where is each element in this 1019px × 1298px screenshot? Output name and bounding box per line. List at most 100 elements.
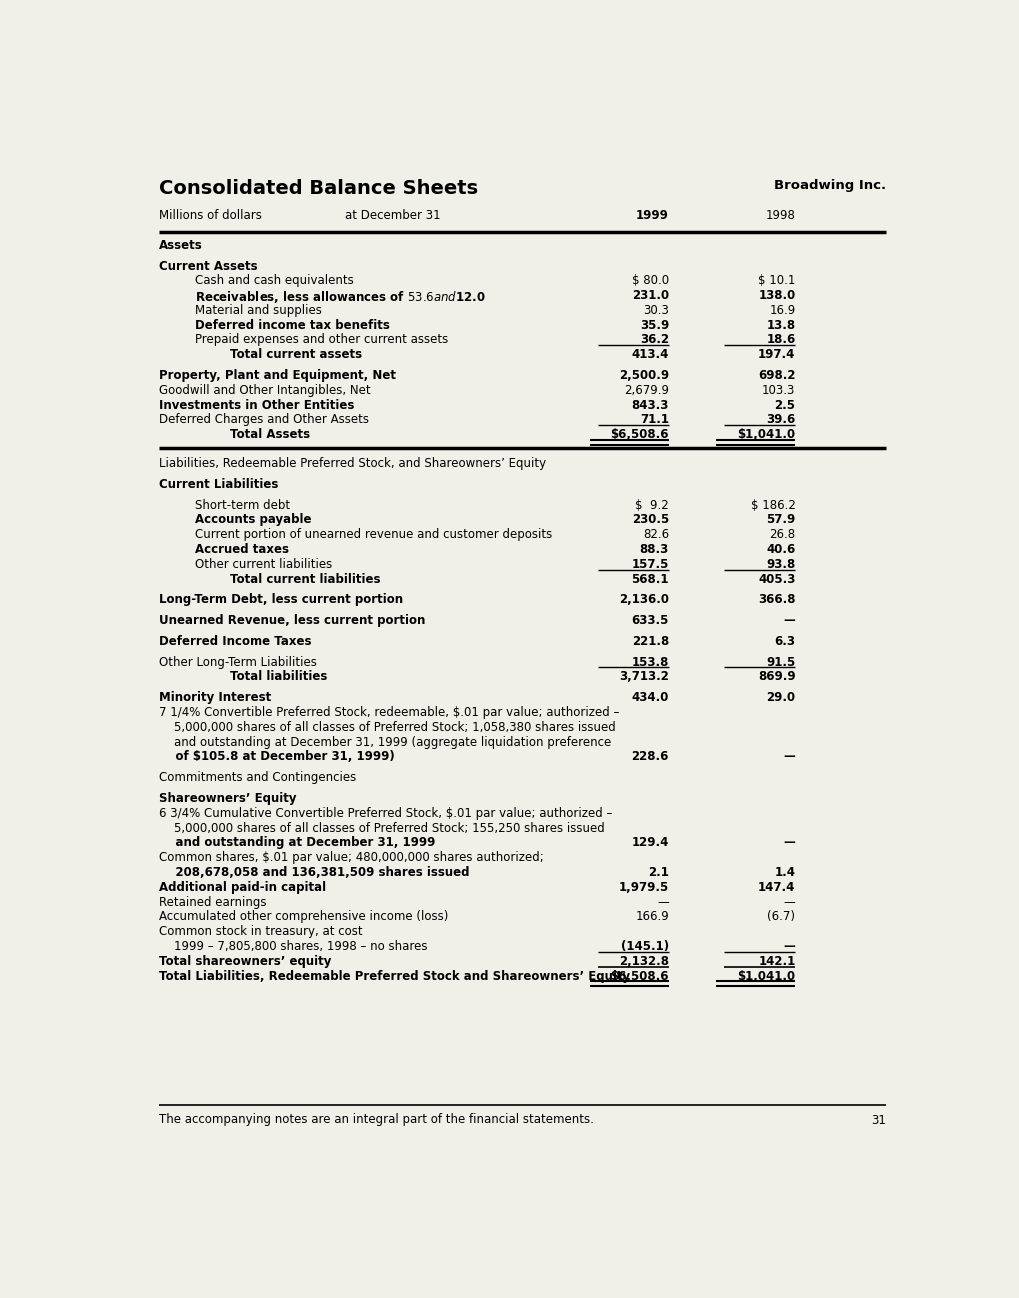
Text: —: —: [783, 614, 795, 627]
Text: 82.6: 82.6: [642, 528, 668, 541]
Text: The accompanying notes are an integral part of the financial statements.: The accompanying notes are an integral p…: [159, 1114, 593, 1127]
Text: Liabilities, Redeemable Preferred Stock, and Shareowners’ Equity: Liabilities, Redeemable Preferred Stock,…: [159, 457, 546, 470]
Text: 26.8: 26.8: [768, 528, 795, 541]
Text: Total current assets: Total current assets: [230, 348, 362, 361]
Text: Assets: Assets: [159, 239, 203, 252]
Text: $ 80.0: $ 80.0: [631, 274, 668, 287]
Text: $  9.2: $ 9.2: [635, 498, 668, 511]
Text: 157.5: 157.5: [631, 558, 668, 571]
Text: Broadwing Inc.: Broadwing Inc.: [773, 179, 886, 192]
Text: 1.4: 1.4: [773, 866, 795, 879]
Text: 57.9: 57.9: [765, 514, 795, 527]
Text: Deferred income tax benefits: Deferred income tax benefits: [195, 319, 389, 332]
Text: 31: 31: [870, 1114, 886, 1127]
Text: 129.4: 129.4: [631, 836, 668, 849]
Text: 3,713.2: 3,713.2: [619, 671, 668, 684]
Text: Deferred Charges and Other Assets: Deferred Charges and Other Assets: [159, 414, 369, 427]
Text: 91.5: 91.5: [765, 655, 795, 668]
Text: Material and supplies: Material and supplies: [195, 304, 321, 317]
Text: Current portion of unearned revenue and customer deposits: Current portion of unearned revenue and …: [195, 528, 551, 541]
Text: at December 31: at December 31: [344, 209, 440, 222]
Text: 29.0: 29.0: [765, 692, 795, 705]
Text: 197.4: 197.4: [757, 348, 795, 361]
Text: 1999 – 7,805,800 shares, 1998 – no shares: 1999 – 7,805,800 shares, 1998 – no share…: [159, 940, 427, 953]
Text: Shareowners’ Equity: Shareowners’ Equity: [159, 792, 297, 805]
Text: 93.8: 93.8: [765, 558, 795, 571]
Text: 35.9: 35.9: [639, 319, 668, 332]
Text: Unearned Revenue, less current portion: Unearned Revenue, less current portion: [159, 614, 425, 627]
Text: of $105.8 at December 31, 1999): of $105.8 at December 31, 1999): [159, 750, 394, 763]
Text: Millions of dollars: Millions of dollars: [159, 209, 262, 222]
Text: Current Assets: Current Assets: [159, 260, 258, 273]
Text: 1,979.5: 1,979.5: [619, 881, 668, 894]
Text: 2,679.9: 2,679.9: [624, 384, 668, 397]
Text: —: —: [783, 836, 795, 849]
Text: $ 10.1: $ 10.1: [757, 274, 795, 287]
Text: 5,000,000 shares of all classes of Preferred Stock; 1,058,380 shares issued: 5,000,000 shares of all classes of Prefe…: [159, 720, 615, 733]
Text: Other current liabilities: Other current liabilities: [195, 558, 331, 571]
Text: 40.6: 40.6: [765, 543, 795, 556]
Text: 413.4: 413.4: [631, 348, 668, 361]
Text: 405.3: 405.3: [757, 572, 795, 585]
Text: 36.2: 36.2: [639, 334, 668, 347]
Text: Total current liabilities: Total current liabilities: [230, 572, 380, 585]
Text: $1,041.0: $1,041.0: [737, 970, 795, 983]
Text: and outstanding at December 31, 1999: and outstanding at December 31, 1999: [159, 836, 435, 849]
Text: 71.1: 71.1: [639, 414, 668, 427]
Text: —: —: [656, 896, 668, 909]
Text: 39.6: 39.6: [765, 414, 795, 427]
Text: Common shares, $.01 par value; 480,000,000 shares authorized;: Common shares, $.01 par value; 480,000,0…: [159, 851, 543, 864]
Text: 1999: 1999: [636, 209, 668, 222]
Text: Total shareowners’ equity: Total shareowners’ equity: [159, 955, 331, 968]
Text: 228.6: 228.6: [631, 750, 668, 763]
Text: Prepaid expenses and other current assets: Prepaid expenses and other current asset…: [195, 334, 447, 347]
Text: 2,136.0: 2,136.0: [619, 593, 668, 606]
Text: 568.1: 568.1: [631, 572, 668, 585]
Text: 843.3: 843.3: [631, 398, 668, 411]
Text: (145.1): (145.1): [621, 940, 668, 953]
Text: (6.7): (6.7): [766, 910, 795, 923]
Text: and outstanding at December 31, 1999 (aggregate liquidation preference: and outstanding at December 31, 1999 (ag…: [159, 736, 610, 749]
Text: 698.2: 698.2: [757, 369, 795, 382]
Text: $6,508.6: $6,508.6: [610, 970, 668, 983]
Text: 6 3/4% Cumulative Convertible Preferred Stock, $.01 par value; authorized –: 6 3/4% Cumulative Convertible Preferred …: [159, 807, 611, 820]
Text: 138.0: 138.0: [757, 289, 795, 302]
Text: Commitments and Contingencies: Commitments and Contingencies: [159, 771, 356, 784]
Text: Other Long-Term Liabilities: Other Long-Term Liabilities: [159, 655, 317, 668]
Text: 88.3: 88.3: [639, 543, 668, 556]
Text: Deferred Income Taxes: Deferred Income Taxes: [159, 635, 312, 648]
Text: 2,132.8: 2,132.8: [619, 955, 668, 968]
Text: 13.8: 13.8: [765, 319, 795, 332]
Text: 16.9: 16.9: [768, 304, 795, 317]
Text: 147.4: 147.4: [757, 881, 795, 894]
Text: 30.3: 30.3: [643, 304, 668, 317]
Text: Cash and cash equivalents: Cash and cash equivalents: [195, 274, 354, 287]
Text: Total liabilities: Total liabilities: [230, 671, 327, 684]
Text: 230.5: 230.5: [631, 514, 668, 527]
Text: 166.9: 166.9: [635, 910, 668, 923]
Text: 1998: 1998: [765, 209, 795, 222]
Text: —: —: [783, 896, 795, 909]
Text: 2.5: 2.5: [773, 398, 795, 411]
Text: Short-term debt: Short-term debt: [195, 498, 289, 511]
Text: 5,000,000 shares of all classes of Preferred Stock; 155,250 shares issued: 5,000,000 shares of all classes of Prefe…: [159, 822, 604, 835]
Text: 142.1: 142.1: [757, 955, 795, 968]
Text: Consolidated Balance Sheets: Consolidated Balance Sheets: [159, 179, 478, 197]
Text: Retained earnings: Retained earnings: [159, 896, 266, 909]
Text: $1,041.0: $1,041.0: [737, 428, 795, 441]
Text: 7 1/4% Convertible Preferred Stock, redeemable, $.01 par value; authorized –: 7 1/4% Convertible Preferred Stock, rede…: [159, 706, 619, 719]
Text: 221.8: 221.8: [631, 635, 668, 648]
Text: $ 186.2: $ 186.2: [750, 498, 795, 511]
Text: Minority Interest: Minority Interest: [159, 692, 271, 705]
Text: Total Liabilities, Redeemable Preferred Stock and Shareowners’ Equity: Total Liabilities, Redeemable Preferred …: [159, 970, 630, 983]
Text: 153.8: 153.8: [631, 655, 668, 668]
Text: Long-Term Debt, less current portion: Long-Term Debt, less current portion: [159, 593, 403, 606]
Text: Goodwill and Other Intangibles, Net: Goodwill and Other Intangibles, Net: [159, 384, 370, 397]
Text: 2,500.9: 2,500.9: [619, 369, 668, 382]
Text: 18.6: 18.6: [765, 334, 795, 347]
Text: —: —: [783, 940, 795, 953]
Text: Common stock in treasury, at cost: Common stock in treasury, at cost: [159, 925, 363, 938]
Text: Total Assets: Total Assets: [230, 428, 310, 441]
Text: 103.3: 103.3: [761, 384, 795, 397]
Text: 208,678,058 and 136,381,509 shares issued: 208,678,058 and 136,381,509 shares issue…: [159, 866, 469, 879]
